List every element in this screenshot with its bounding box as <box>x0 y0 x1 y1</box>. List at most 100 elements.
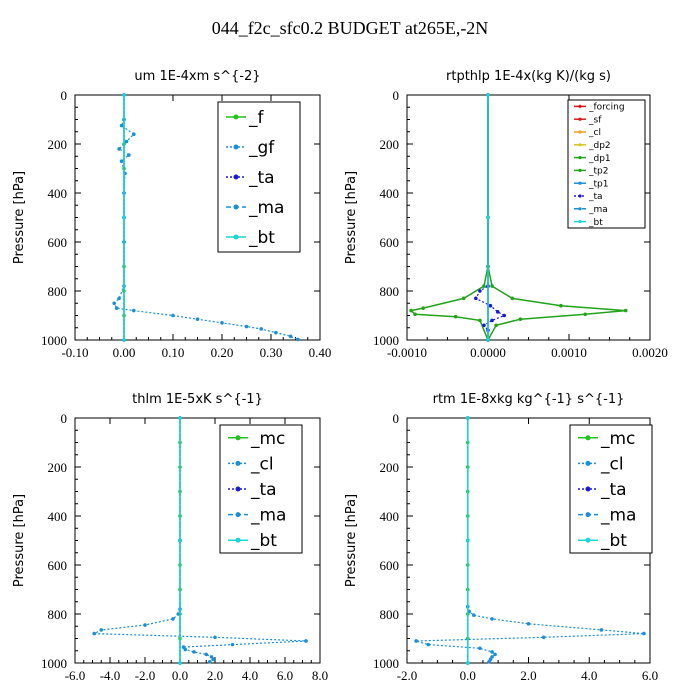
y-tick-label: 400 <box>48 509 68 524</box>
legend-label: _bt <box>248 228 275 248</box>
legend-marker <box>578 194 582 198</box>
legend-marker <box>585 486 591 492</box>
data-point-gf <box>274 330 278 335</box>
legend-label: _dp1 <box>588 154 611 164</box>
x-tick-label: 2.0 <box>207 668 223 683</box>
legend-label: _ma <box>248 198 284 218</box>
legend-marker <box>578 168 582 172</box>
data-point-cl <box>304 639 308 643</box>
legend-label: _mc <box>250 429 285 449</box>
y-tick-label: 0 <box>61 411 68 426</box>
legend-label: _ta <box>250 480 277 500</box>
legend-marker <box>585 512 591 518</box>
data-point-gf <box>171 313 175 318</box>
panel-title: thlm 1E-5xK s^{-1} <box>132 392 263 407</box>
x-tick-label: -6.0 <box>65 668 86 683</box>
data-point-ta <box>478 289 482 293</box>
legend-marker <box>578 130 582 134</box>
data-point-cl <box>143 623 147 627</box>
panel-rtm: rtm 1E-8xkg kg^{-1} s^{-1} Pressure [hPa]… <box>344 392 658 683</box>
data-point-tp2 <box>490 284 494 288</box>
y-tick-label: 600 <box>380 235 400 250</box>
y-tick-label: 400 <box>380 509 400 524</box>
x-tick-label: 0.20 <box>211 345 234 360</box>
legend-label: _ma <box>600 506 636 526</box>
data-point-ta <box>488 303 493 308</box>
data-point-dp1 <box>453 314 458 319</box>
y-axis-label: Pressure [hPa] <box>344 494 359 587</box>
data-point-dp1 <box>421 306 426 310</box>
x-tick-label: -0.0010 <box>387 345 427 360</box>
legend-label: _mc <box>600 429 635 449</box>
data-point-bt <box>465 538 470 543</box>
legend-marker <box>585 537 591 543</box>
x-tick-label: 0.0000 <box>470 345 506 360</box>
y-tick-label: 1000 <box>373 333 399 348</box>
legend-label: _cl <box>600 454 624 474</box>
y-axis-label: Pressure [hPa] <box>12 494 27 587</box>
data-point-bt <box>178 416 182 420</box>
legend-marker <box>235 512 241 518</box>
data-point-gf <box>244 324 249 329</box>
legend-marker <box>233 114 239 120</box>
data-point-tp2 <box>510 296 515 301</box>
data-point-gf <box>288 334 293 339</box>
data-point-cl <box>192 650 196 654</box>
legend-marker <box>235 435 241 441</box>
legend-label: _ma <box>250 506 286 526</box>
data-point-bt <box>122 93 126 97</box>
data-point-gf <box>195 317 200 321</box>
data-point-dp1 <box>482 284 486 288</box>
data-point-gf <box>114 306 119 310</box>
data-point-cl <box>183 647 188 652</box>
x-tick-label: 0.0 <box>172 668 188 683</box>
y-tick-label: 200 <box>380 137 400 152</box>
data-point-cl <box>526 622 531 626</box>
legend-marker <box>578 220 582 224</box>
data-point-ta <box>495 310 500 314</box>
data-point-cl <box>490 617 494 621</box>
panel-thlm: thlm 1E-5xK s^{-1} Pressure [hPa] -6.0 -4.0… <box>12 392 328 683</box>
data-point-bt <box>486 93 490 97</box>
y-tick-label: 800 <box>380 607 400 622</box>
legend-label: _sf <box>588 115 602 125</box>
data-point-tp2 <box>559 303 563 308</box>
x-tick-label: 2.0 <box>520 668 536 683</box>
data-point-cl <box>171 617 175 621</box>
legend-label: _forcing <box>588 103 625 113</box>
y-tick-label: 800 <box>380 284 400 299</box>
data-point-dp1 <box>413 312 417 317</box>
data-point-gf <box>124 139 129 144</box>
data-point-gf <box>119 123 124 128</box>
x-tick-label: 4.0 <box>242 668 258 683</box>
series-line-tp2 <box>487 95 626 341</box>
x-tick-label: 0.10 <box>162 345 185 360</box>
y-tick-label: 200 <box>48 137 68 152</box>
data-point-cl <box>478 646 482 651</box>
y-tick-label: 600 <box>48 235 68 250</box>
y-axis-label: Pressure [hPa] <box>344 171 359 264</box>
data-point-cl <box>490 650 494 654</box>
data-point-cl <box>599 628 604 632</box>
x-tick-label: -2.0 <box>397 668 418 683</box>
y-tick-label: 1000 <box>373 656 399 671</box>
panel-title: um 1E-4xm s^{-2} <box>134 69 260 84</box>
y-tick-label: 400 <box>380 186 400 201</box>
y-tick-label: 800 <box>48 284 68 299</box>
data-point-gf <box>119 159 124 163</box>
legend-label: _dp2 <box>588 141 611 151</box>
data-point-gf <box>112 301 116 306</box>
y-tick-label: 600 <box>380 558 400 573</box>
legend-label: _ta <box>588 192 603 202</box>
data-point-cl <box>472 613 476 618</box>
y-tick-label: 0 <box>61 88 68 103</box>
data-point-gf <box>220 321 224 325</box>
y-tick-label: 0 <box>393 88 400 103</box>
x-tick-label: 0.40 <box>309 345 332 360</box>
y-tick-label: 1000 <box>41 333 67 348</box>
data-point-ta <box>502 313 507 318</box>
data-point-gf <box>132 308 136 313</box>
data-point-bt <box>486 215 490 220</box>
data-point-dp1 <box>461 296 466 301</box>
